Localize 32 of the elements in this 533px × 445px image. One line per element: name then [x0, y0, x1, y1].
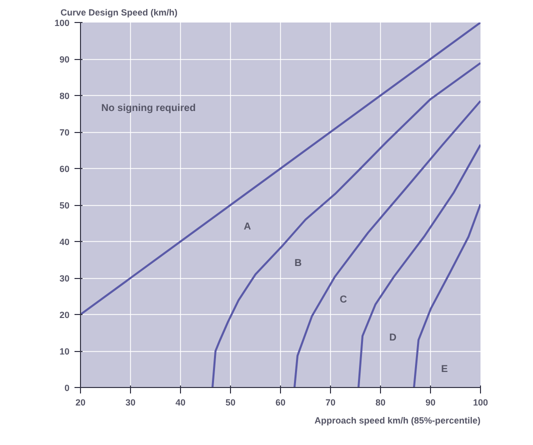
- annotation: D: [389, 332, 397, 344]
- x-tick-label: 100: [472, 398, 488, 408]
- y-axis-title: Curve Design Speed (km/h): [60, 8, 178, 18]
- y-tick-label: 10: [59, 346, 70, 356]
- x-tick-label: 20: [75, 398, 86, 408]
- annotation: B: [294, 258, 302, 269]
- y-tick-label: 50: [59, 200, 70, 210]
- y-tick-label: 90: [59, 54, 70, 64]
- x-tick-label: 60: [275, 398, 286, 408]
- x-tick-label: 70: [325, 398, 336, 408]
- y-tick-label: 100: [54, 18, 70, 28]
- line-series: [212, 62, 480, 388]
- y-tick-label: 20: [59, 310, 70, 320]
- x-tick-label: 50: [225, 398, 236, 408]
- y-tick-label: 60: [59, 164, 70, 174]
- line-series: [358, 144, 480, 388]
- x-axis-title: Approach speed km/h (85%-percentile): [314, 416, 481, 426]
- annotation: A: [244, 221, 251, 232]
- y-tick-label: 70: [59, 128, 70, 138]
- line-series: [413, 203, 480, 388]
- y-tick-label: 0: [64, 383, 70, 393]
- x-tick-label: 80: [375, 398, 386, 408]
- y-tick-label: 40: [59, 237, 70, 247]
- line-series: [294, 100, 480, 388]
- x-tick-label: 30: [125, 398, 136, 408]
- x-tick-label: 90: [425, 398, 436, 408]
- x-tick-label: 40: [175, 398, 186, 408]
- y-tick-label: 30: [59, 274, 70, 284]
- y-tick-label: 80: [59, 91, 70, 101]
- annotation: No signing required: [101, 102, 196, 114]
- annotation: E: [441, 364, 448, 375]
- annotation: C: [340, 294, 347, 306]
